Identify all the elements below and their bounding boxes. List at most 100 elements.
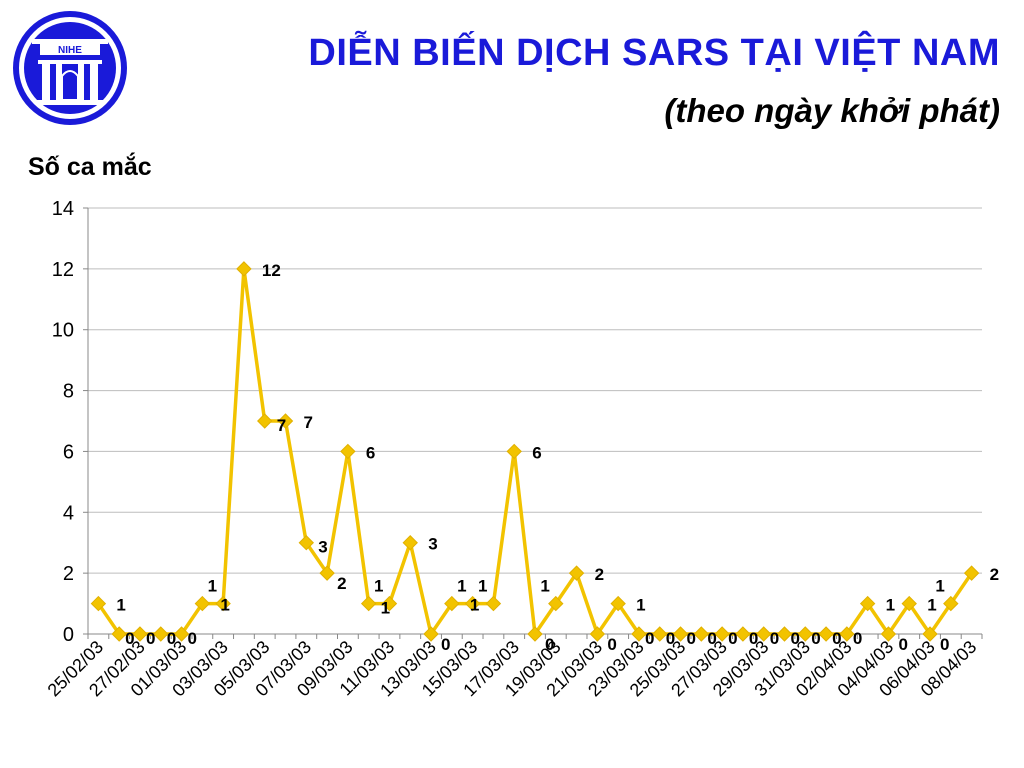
data-label: 2	[595, 565, 604, 584]
data-point-marker	[464, 595, 481, 612]
y-tick-label: 10	[52, 320, 74, 342]
data-point-marker	[90, 595, 107, 612]
data-point-marker	[423, 626, 439, 642]
page-subtitle: (theo ngày khởi phát)	[664, 92, 1000, 129]
data-label: 3	[428, 535, 437, 554]
nihe-logo: NIHE	[13, 11, 127, 125]
data-point-marker	[236, 261, 252, 277]
data-point-marker	[506, 443, 522, 460]
data-label: 1	[636, 596, 645, 615]
data-point-marker	[631, 626, 647, 642]
data-label: 1	[208, 577, 217, 596]
data-label: 0	[167, 629, 176, 648]
data-label: 12	[262, 261, 281, 280]
data-point-marker	[132, 626, 148, 642]
data-label: 0	[940, 635, 949, 654]
data-point-marker	[568, 565, 585, 581]
data-point-marker	[776, 626, 793, 642]
data-label: 0	[666, 629, 675, 648]
data-point-marker	[755, 626, 772, 642]
data-label: 6	[532, 443, 541, 462]
data-label: 7	[277, 416, 286, 435]
data-point-marker	[797, 626, 813, 642]
data-label: 0	[146, 629, 155, 648]
data-label: 1	[220, 596, 229, 615]
data-point-marker	[859, 595, 876, 612]
data-point-marker	[485, 595, 502, 612]
data-point-marker	[340, 443, 356, 460]
data-label: 1	[927, 596, 936, 615]
data-point-marker	[319, 565, 335, 581]
data-label: 0	[607, 635, 616, 654]
data-label: 1	[540, 577, 549, 596]
data-label: 0	[770, 629, 779, 648]
data-label: 1	[478, 577, 487, 596]
data-label: 0	[832, 629, 841, 648]
data-label: 6	[366, 443, 375, 462]
data-label: 3	[318, 538, 327, 557]
data-point-marker	[153, 626, 169, 642]
data-point-marker	[548, 595, 564, 612]
data-label: 1	[886, 596, 895, 615]
data-point-marker	[922, 626, 938, 642]
y-tick-label: 2	[63, 563, 74, 585]
data-label: 0	[728, 629, 737, 648]
data-label: 0	[811, 629, 820, 648]
y-tick-label: 0	[63, 624, 74, 646]
y-axis-label: Số ca mắc	[28, 153, 152, 181]
data-label: 7	[304, 413, 313, 432]
data-label: 1	[116, 596, 125, 615]
data-point-marker	[880, 626, 897, 642]
data-label: 1	[381, 599, 390, 618]
data-point-marker	[610, 595, 626, 612]
data-point-marker	[589, 626, 606, 642]
data-label: 0	[687, 629, 696, 648]
logo-text: NIHE	[58, 45, 82, 56]
data-label: 0	[545, 635, 554, 654]
data-label: 1	[935, 577, 944, 596]
y-axis-ticks: 0 2 4 6 8 10 12 14	[52, 198, 74, 646]
data-point-marker	[839, 626, 855, 642]
data-label: 0	[188, 629, 197, 648]
data-label: 1	[470, 596, 479, 615]
y-tick-label: 4	[63, 502, 74, 524]
data-point-marker	[693, 626, 710, 642]
data-point-marker	[298, 535, 315, 551]
data-point-marker	[818, 626, 834, 642]
y-tick-label: 6	[63, 441, 74, 463]
y-tick-label: 8	[63, 381, 74, 403]
data-point-marker	[901, 595, 917, 612]
data-point-marker	[652, 626, 668, 642]
y-tick-label: 12	[52, 259, 74, 281]
data-label: 1	[374, 577, 383, 596]
data-label: 1	[457, 577, 466, 596]
data-point-marker	[402, 535, 418, 551]
data-point-marker	[215, 595, 231, 612]
data-point-marker	[111, 626, 127, 642]
y-tick-label: 14	[52, 198, 74, 220]
data-label: 0	[125, 629, 134, 648]
data-label: 0	[853, 629, 862, 648]
data-point-marker	[943, 595, 959, 612]
data-label: 0	[790, 629, 799, 648]
data-point-marker	[173, 626, 190, 642]
data-point-marker	[381, 595, 398, 612]
data-point-marker	[444, 595, 460, 612]
data-label: 0	[441, 635, 450, 654]
data-label: 0	[898, 635, 907, 654]
data-point-marker	[527, 626, 543, 642]
data-markers	[90, 261, 980, 642]
page-title: DIỄN BIẾN DỊCH SARS TẠI VIỆT NAM	[308, 32, 1000, 74]
data-point-marker	[735, 626, 751, 642]
data-point-marker	[277, 413, 294, 429]
data-point-marker	[257, 413, 273, 429]
data-label: 2	[990, 565, 999, 584]
data-point-marker	[194, 595, 211, 612]
data-label: 0	[749, 629, 758, 648]
data-label: 0	[707, 629, 716, 648]
data-label: 2	[337, 574, 346, 593]
data-point-marker	[672, 626, 689, 642]
gridlines	[83, 207, 982, 635]
